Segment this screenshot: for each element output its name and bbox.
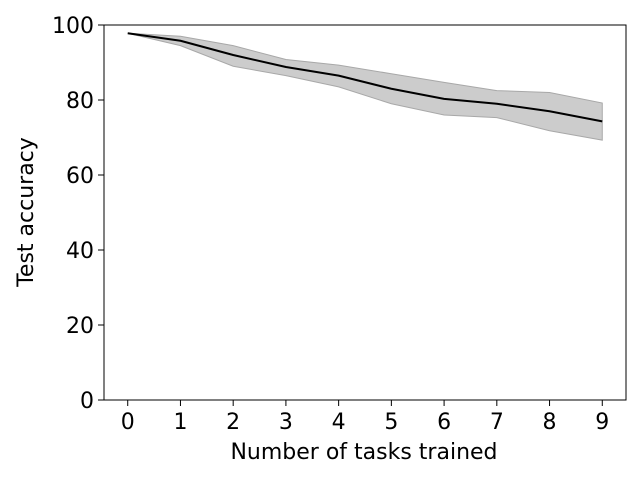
y-tick-label: 60 bbox=[66, 164, 94, 189]
ticks-layer: 0 1 2 3 4 5 6 7 8 9 0 20 40 60 80 100 bbox=[52, 14, 609, 435]
x-tick-label: 4 bbox=[332, 410, 346, 435]
axes-layer bbox=[103, 24, 627, 401]
x-tick-label: 5 bbox=[384, 410, 398, 435]
y-axis-label: Test accuracy bbox=[14, 137, 39, 288]
series-line-0 bbox=[127, 32, 603, 123]
x-tick-label: 1 bbox=[173, 410, 187, 435]
x-tick-label: 2 bbox=[226, 410, 240, 435]
line-layer bbox=[127, 32, 603, 123]
y-tick-label: 100 bbox=[52, 14, 94, 39]
x-axis-label: Number of tasks trained bbox=[230, 440, 497, 465]
y-tick-label: 80 bbox=[66, 89, 94, 114]
confidence-band-0 bbox=[127, 32, 603, 141]
x-tick-label: 3 bbox=[279, 410, 293, 435]
x-tick-label: 6 bbox=[437, 410, 451, 435]
y-tick-label: 0 bbox=[80, 389, 94, 414]
x-tick-label: 9 bbox=[595, 410, 609, 435]
y-tick-label: 40 bbox=[66, 239, 94, 264]
confidence-band-layer bbox=[127, 32, 603, 141]
x-tick-label: 0 bbox=[121, 410, 135, 435]
plot-frame bbox=[103, 24, 627, 401]
x-tick-label: 7 bbox=[490, 410, 504, 435]
x-tick-label: 8 bbox=[543, 410, 557, 435]
y-tick-label: 20 bbox=[66, 314, 94, 339]
